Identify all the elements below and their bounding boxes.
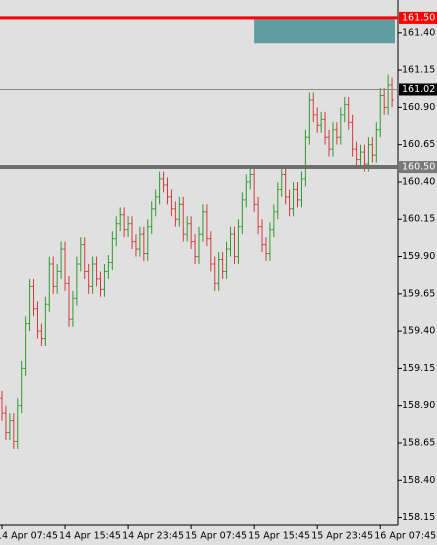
y-tick-label: 159.65: [402, 288, 435, 299]
price-label: 160.50: [402, 162, 435, 173]
y-tick-label: 159.40: [402, 326, 435, 337]
x-tick-label: 16 Apr 07:45: [374, 531, 436, 542]
x-tick-label: 14 Apr 07:45: [0, 531, 58, 542]
x-tick-label: 14 Apr 15:45: [59, 531, 121, 542]
price-label-bg: [399, 11, 437, 24]
y-tick-label: 160.65: [402, 139, 435, 150]
y-tick-label: 160.90: [402, 102, 435, 113]
price-label: 161.02: [402, 84, 435, 95]
price-label: 161.50: [402, 12, 435, 23]
y-tick-label: 159.15: [402, 363, 435, 374]
y-tick-label: 158.15: [402, 512, 435, 523]
price-label-bg: [399, 83, 437, 96]
x-tick-label: 14 Apr 23:45: [122, 531, 184, 542]
x-tick-label: 15 Apr 23:45: [311, 531, 373, 542]
zone: [254, 19, 395, 44]
y-tick-label: 160.40: [402, 176, 435, 187]
y-tick-label: 161.15: [402, 65, 435, 76]
y-tick-label: 158.40: [402, 475, 435, 486]
price-label-bg: [399, 161, 437, 174]
y-tick-label: 158.90: [402, 400, 435, 411]
y-tick-label: 158.65: [402, 437, 435, 448]
y-tick-label: 159.90: [402, 251, 435, 262]
x-tick-label: 15 Apr 07:45: [185, 531, 247, 542]
y-tick-label: 161.40: [402, 27, 435, 38]
y-tick-label: 160.15: [402, 214, 435, 225]
x-tick-label: 15 Apr 15:45: [248, 531, 310, 542]
